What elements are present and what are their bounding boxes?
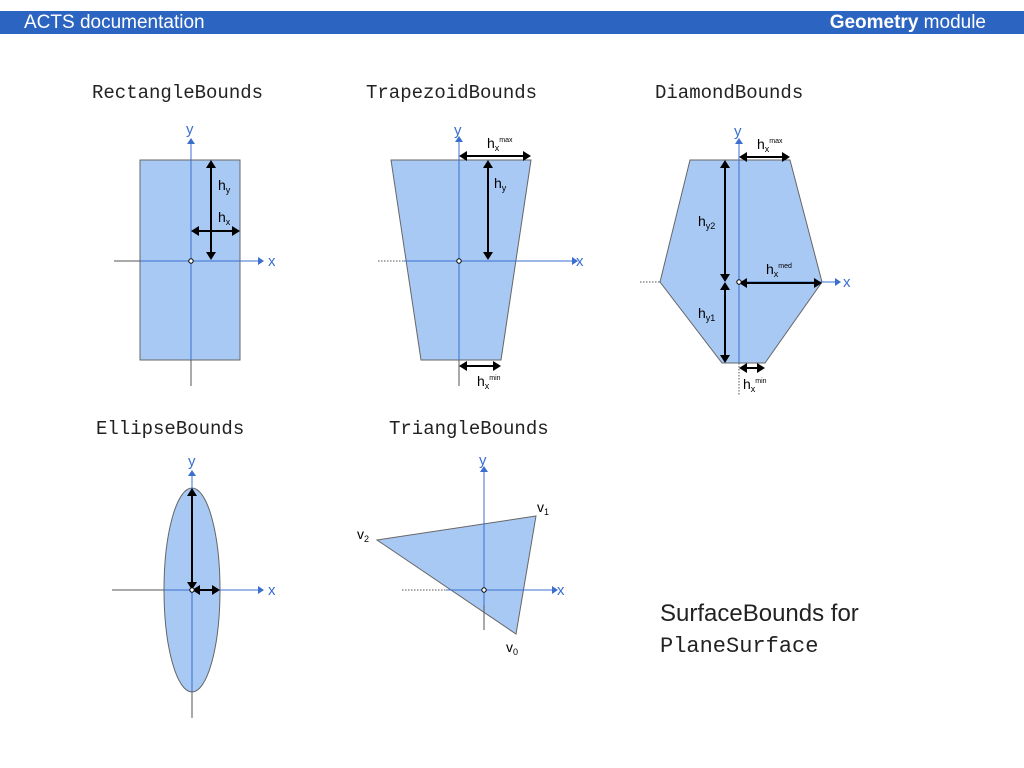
ellipse-ry-arrowhead-bottom — [187, 582, 197, 590]
triangle-v2-label: v2 — [357, 526, 369, 544]
ellipse-title: EllipseBounds — [96, 418, 245, 440]
rectangle-hx-arrowhead-right — [232, 226, 240, 236]
trapezoid-x-arrowhead — [572, 257, 578, 265]
trapezoid-hy-arrowhead-top — [483, 160, 493, 168]
rectangle-hy-arrowhead-top — [206, 160, 216, 168]
diamond-hxmed-label: hxmed — [766, 261, 792, 279]
diamond-hxmed-arrowhead-right — [814, 278, 822, 288]
triangle-v1-label: v1 — [537, 499, 549, 517]
diamond-hy1-arrowhead-top — [720, 282, 730, 290]
rectangle-origin — [188, 258, 194, 264]
ellipse-x-label: x — [268, 582, 276, 599]
ellipse-rx-arrowhead-left — [192, 585, 200, 595]
diamond-hy2-arrowhead-top — [720, 160, 730, 168]
rectangle-y-label: y — [186, 121, 194, 138]
ellipse-y-arrowhead — [188, 470, 196, 476]
diamond-diagram: x y hxmax hy2 hxmed hy1 hxmin — [640, 123, 851, 395]
triangle-y-label: y — [479, 452, 487, 469]
ellipse-ry-arrowhead-top — [187, 488, 197, 496]
doc-title: ACTS documentation — [24, 12, 205, 33]
diamond-hxmax-label: hxmax — [757, 136, 783, 154]
caption-line1: SurfaceBounds for — [660, 600, 859, 627]
ellipse-diagram: x y — [112, 453, 276, 718]
trapezoid-diagram: x y hxmax hy hxmin — [378, 122, 584, 391]
diamond-y-label: y — [734, 123, 742, 140]
diamond-hy1-label: hy1 — [698, 305, 715, 323]
diamond-shape — [659, 159, 823, 364]
rectangle-hx-arrowhead-left — [191, 226, 199, 236]
trapezoid-y-label: y — [454, 122, 462, 139]
header-bar: ACTS documentation Geometry module — [0, 11, 1024, 34]
trapezoid-y-arrowhead — [455, 136, 463, 142]
diamond-hxmax-arrowhead-right — [782, 152, 790, 162]
trapezoid-title: TrapezoidBounds — [366, 82, 538, 104]
diamond-y-arrowhead — [735, 138, 743, 144]
trapezoid-hxmax-label: hxmax — [487, 135, 513, 153]
triangle-x-label: x — [557, 582, 565, 599]
triangle-shape — [375, 515, 537, 635]
rectangle-x-arrowhead — [258, 257, 264, 265]
rectangle-hy-label: hy — [218, 177, 231, 195]
rectangle-diagram: x y hy hx — [114, 121, 276, 386]
ellipse-x-arrowhead — [258, 586, 264, 594]
rectangle-x-label: x — [268, 253, 276, 270]
diamond-hxmax-arrowhead-left — [739, 152, 747, 162]
rectangle-hx-label: hx — [218, 209, 231, 227]
diamond-x-arrowhead — [835, 278, 841, 286]
trapezoid-x-label: x — [576, 253, 584, 270]
rectangle-hy-arrowhead-bottom — [206, 252, 216, 260]
rectangle-y-arrowhead — [187, 138, 195, 144]
trapezoid-hxmin-arrowhead-left — [459, 361, 467, 371]
trapezoid-hxmax-arrowhead-left — [459, 151, 467, 161]
triangle-x-arrowhead — [552, 586, 558, 594]
ellipse-origin — [189, 587, 195, 593]
trapezoid-hy-arrowhead-bottom — [483, 252, 493, 260]
trapezoid-hxmin-arrowhead-right — [493, 361, 501, 371]
diamond-hxmin-arrowhead-left — [739, 363, 747, 373]
trapezoid-origin — [456, 258, 462, 264]
diamond-hxmin-label: hxmin — [743, 376, 767, 394]
diamond-x-label: x — [843, 274, 851, 291]
module-title-bold: Geometry — [829, 12, 919, 33]
triangle-origin — [481, 587, 487, 593]
ellipse-rx-arrowhead-right — [212, 585, 220, 595]
diamond-hy2-arrowhead-bottom — [720, 274, 730, 282]
triangle-title: TriangleBounds — [389, 418, 549, 440]
ellipse-y-label: y — [188, 453, 196, 470]
triangle-y-arrowhead — [480, 466, 488, 472]
diamond-hxmin-arrowhead-right — [757, 363, 765, 373]
diamond-title: DiamondBounds — [655, 82, 804, 104]
rectangle-title: RectangleBounds — [92, 82, 264, 104]
trapezoid-hxmax-arrowhead-right — [523, 151, 531, 161]
module-title-rest: module — [918, 12, 986, 33]
triangle-diagram: x y v1 v2 v0 — [357, 452, 565, 657]
trapezoid-hxmin-label: hxmin — [477, 373, 501, 391]
diamond-hy2-label: hy2 — [698, 213, 715, 231]
trapezoid-hy-label: hy — [494, 175, 507, 193]
diamond-origin — [736, 279, 742, 285]
module-title: Geometry module — [830, 11, 986, 34]
caption-line2: PlaneSurface — [660, 634, 819, 659]
diamond-hy1-arrowhead-bottom — [720, 355, 730, 363]
diamond-hxmed-arrowhead-left — [739, 278, 747, 288]
triangle-v0-label: v0 — [506, 639, 518, 657]
